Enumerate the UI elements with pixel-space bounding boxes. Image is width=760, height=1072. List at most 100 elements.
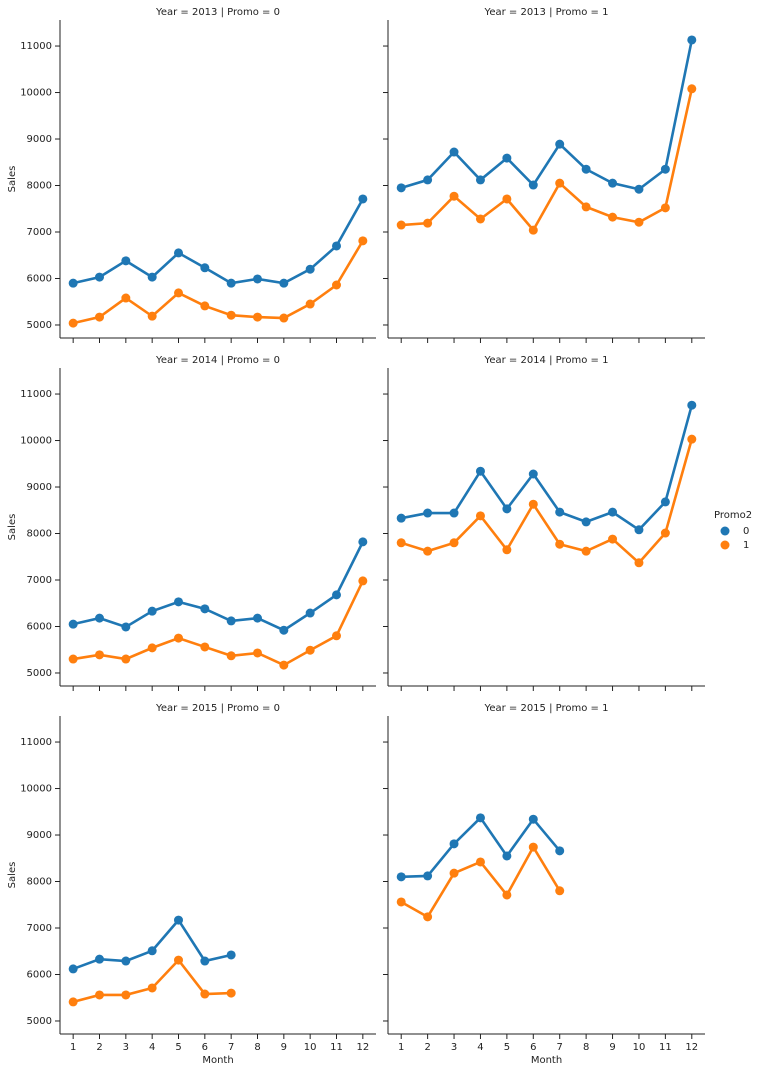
point	[502, 545, 512, 555]
x-tick-label: 6	[530, 1042, 536, 1053]
x-axis-label: Month	[202, 1055, 233, 1066]
point	[634, 184, 644, 194]
point	[449, 191, 459, 201]
point	[68, 997, 78, 1007]
point	[358, 236, 368, 246]
point	[279, 660, 289, 670]
y-tick-label: 9000	[27, 482, 52, 493]
point	[475, 466, 485, 476]
y-tick-label: 8000	[27, 181, 52, 192]
point	[174, 955, 183, 965]
point	[332, 241, 341, 251]
x-tick-label: 8	[254, 1042, 260, 1053]
point	[253, 312, 262, 322]
legend-marker	[720, 526, 730, 536]
point	[528, 842, 538, 852]
point	[475, 175, 485, 185]
legend-label: 1	[743, 540, 749, 551]
point	[279, 278, 289, 288]
point	[305, 608, 315, 618]
point	[226, 651, 236, 661]
point	[634, 217, 644, 227]
point	[68, 654, 78, 664]
point	[687, 434, 697, 444]
point	[305, 299, 315, 309]
point	[687, 84, 697, 94]
point	[528, 469, 538, 479]
point	[475, 511, 485, 521]
x-tick-label: 1	[70, 1042, 76, 1053]
point	[68, 619, 78, 629]
point	[396, 183, 406, 193]
point	[147, 946, 157, 956]
legend-title: Promo2	[714, 510, 752, 521]
point	[305, 645, 315, 655]
point	[423, 546, 433, 556]
point	[581, 546, 591, 556]
point	[200, 604, 210, 614]
panel-title: Year = 2015 | Promo = 1	[484, 703, 609, 714]
series-line	[400, 39, 694, 191]
point	[200, 263, 210, 273]
point	[608, 178, 618, 188]
point	[68, 278, 78, 288]
legend-label: 0	[743, 526, 749, 537]
point	[502, 504, 512, 514]
point	[581, 202, 591, 212]
point	[95, 312, 104, 322]
point	[396, 513, 406, 523]
point	[449, 538, 459, 548]
point	[332, 280, 341, 290]
point	[475, 857, 485, 867]
y-tick-label: 8000	[27, 529, 52, 540]
x-tick-label: 3	[123, 1042, 129, 1053]
point	[396, 538, 406, 548]
x-tick-label: 9	[281, 1042, 287, 1053]
point	[121, 256, 131, 266]
y-tick-label: 10000	[20, 784, 52, 795]
point	[200, 989, 210, 999]
series-line	[72, 541, 364, 632]
point	[95, 613, 104, 623]
point	[68, 964, 78, 974]
point	[279, 313, 289, 323]
point	[200, 642, 210, 652]
series-line	[72, 240, 364, 325]
legend-marker	[720, 540, 730, 550]
point	[555, 178, 565, 188]
y-tick-label: 10000	[20, 436, 52, 447]
point	[174, 597, 183, 607]
point	[147, 311, 157, 321]
point	[449, 868, 459, 878]
point	[147, 606, 157, 616]
y-axis-label: Sales	[7, 862, 18, 889]
point	[502, 194, 512, 204]
point	[226, 310, 236, 320]
point	[95, 954, 104, 964]
point	[121, 654, 131, 664]
point	[423, 175, 433, 185]
x-tick-label: 6	[202, 1042, 208, 1053]
point	[528, 499, 538, 509]
point	[581, 517, 591, 527]
x-tick-label: 9	[609, 1042, 615, 1053]
y-tick-label: 5000	[27, 668, 52, 679]
y-tick-label: 7000	[27, 575, 52, 586]
point	[502, 153, 512, 163]
point	[475, 214, 485, 224]
y-tick-label: 9000	[27, 134, 52, 145]
point	[279, 625, 289, 635]
x-tick-label: 12	[356, 1042, 369, 1053]
point	[687, 400, 697, 410]
point	[95, 990, 104, 1000]
x-tick-label: 12	[685, 1042, 698, 1053]
point	[396, 220, 406, 230]
panel-title: Year = 2014 | Promo = 0	[155, 355, 280, 366]
point	[660, 164, 670, 174]
point	[121, 293, 131, 303]
point	[555, 886, 565, 896]
point	[502, 890, 512, 900]
y-tick-label: 11000	[20, 389, 52, 400]
x-tick-label: 1	[398, 1042, 404, 1053]
